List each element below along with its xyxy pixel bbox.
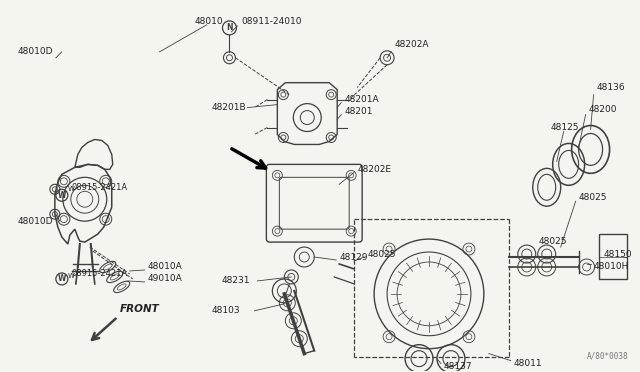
Text: 48125: 48125 [550, 123, 579, 132]
Text: 48201A: 48201A [344, 95, 379, 104]
Text: 48202E: 48202E [357, 165, 391, 174]
Text: 48150: 48150 [604, 250, 632, 259]
Text: 08915-2421A: 08915-2421A [72, 269, 128, 279]
Text: FRONT: FRONT [120, 304, 159, 314]
Text: 48201: 48201 [344, 107, 372, 116]
Text: W: W [58, 191, 66, 200]
Text: 48103: 48103 [211, 306, 240, 315]
Text: 48010H: 48010H [594, 263, 629, 272]
Text: 48025: 48025 [539, 237, 567, 246]
Text: 48010: 48010 [195, 17, 223, 26]
Text: 48010D: 48010D [18, 217, 54, 226]
Text: 48011: 48011 [514, 359, 543, 368]
Text: 48137: 48137 [444, 362, 472, 371]
Text: 08915-2421A: 08915-2421A [72, 183, 128, 192]
Text: W: W [58, 275, 66, 283]
Text: 48200: 48200 [589, 105, 617, 114]
Text: N: N [226, 23, 233, 32]
Text: 48136: 48136 [596, 83, 625, 92]
Text: 48025: 48025 [367, 250, 396, 259]
Text: W: W [68, 186, 75, 192]
Text: 48010D: 48010D [18, 47, 54, 56]
Text: 48231: 48231 [221, 276, 250, 285]
Text: 48129: 48129 [339, 253, 368, 262]
Text: 48010A: 48010A [148, 263, 182, 272]
Text: A/80*0038: A/80*0038 [587, 352, 628, 360]
Text: 48201B: 48201B [211, 103, 246, 112]
Text: W: W [68, 273, 75, 279]
Text: 49010A: 49010A [148, 275, 182, 283]
Text: 48025: 48025 [579, 193, 607, 202]
Text: 08911-24010: 08911-24010 [241, 17, 302, 26]
Text: 48202A: 48202A [394, 40, 429, 49]
